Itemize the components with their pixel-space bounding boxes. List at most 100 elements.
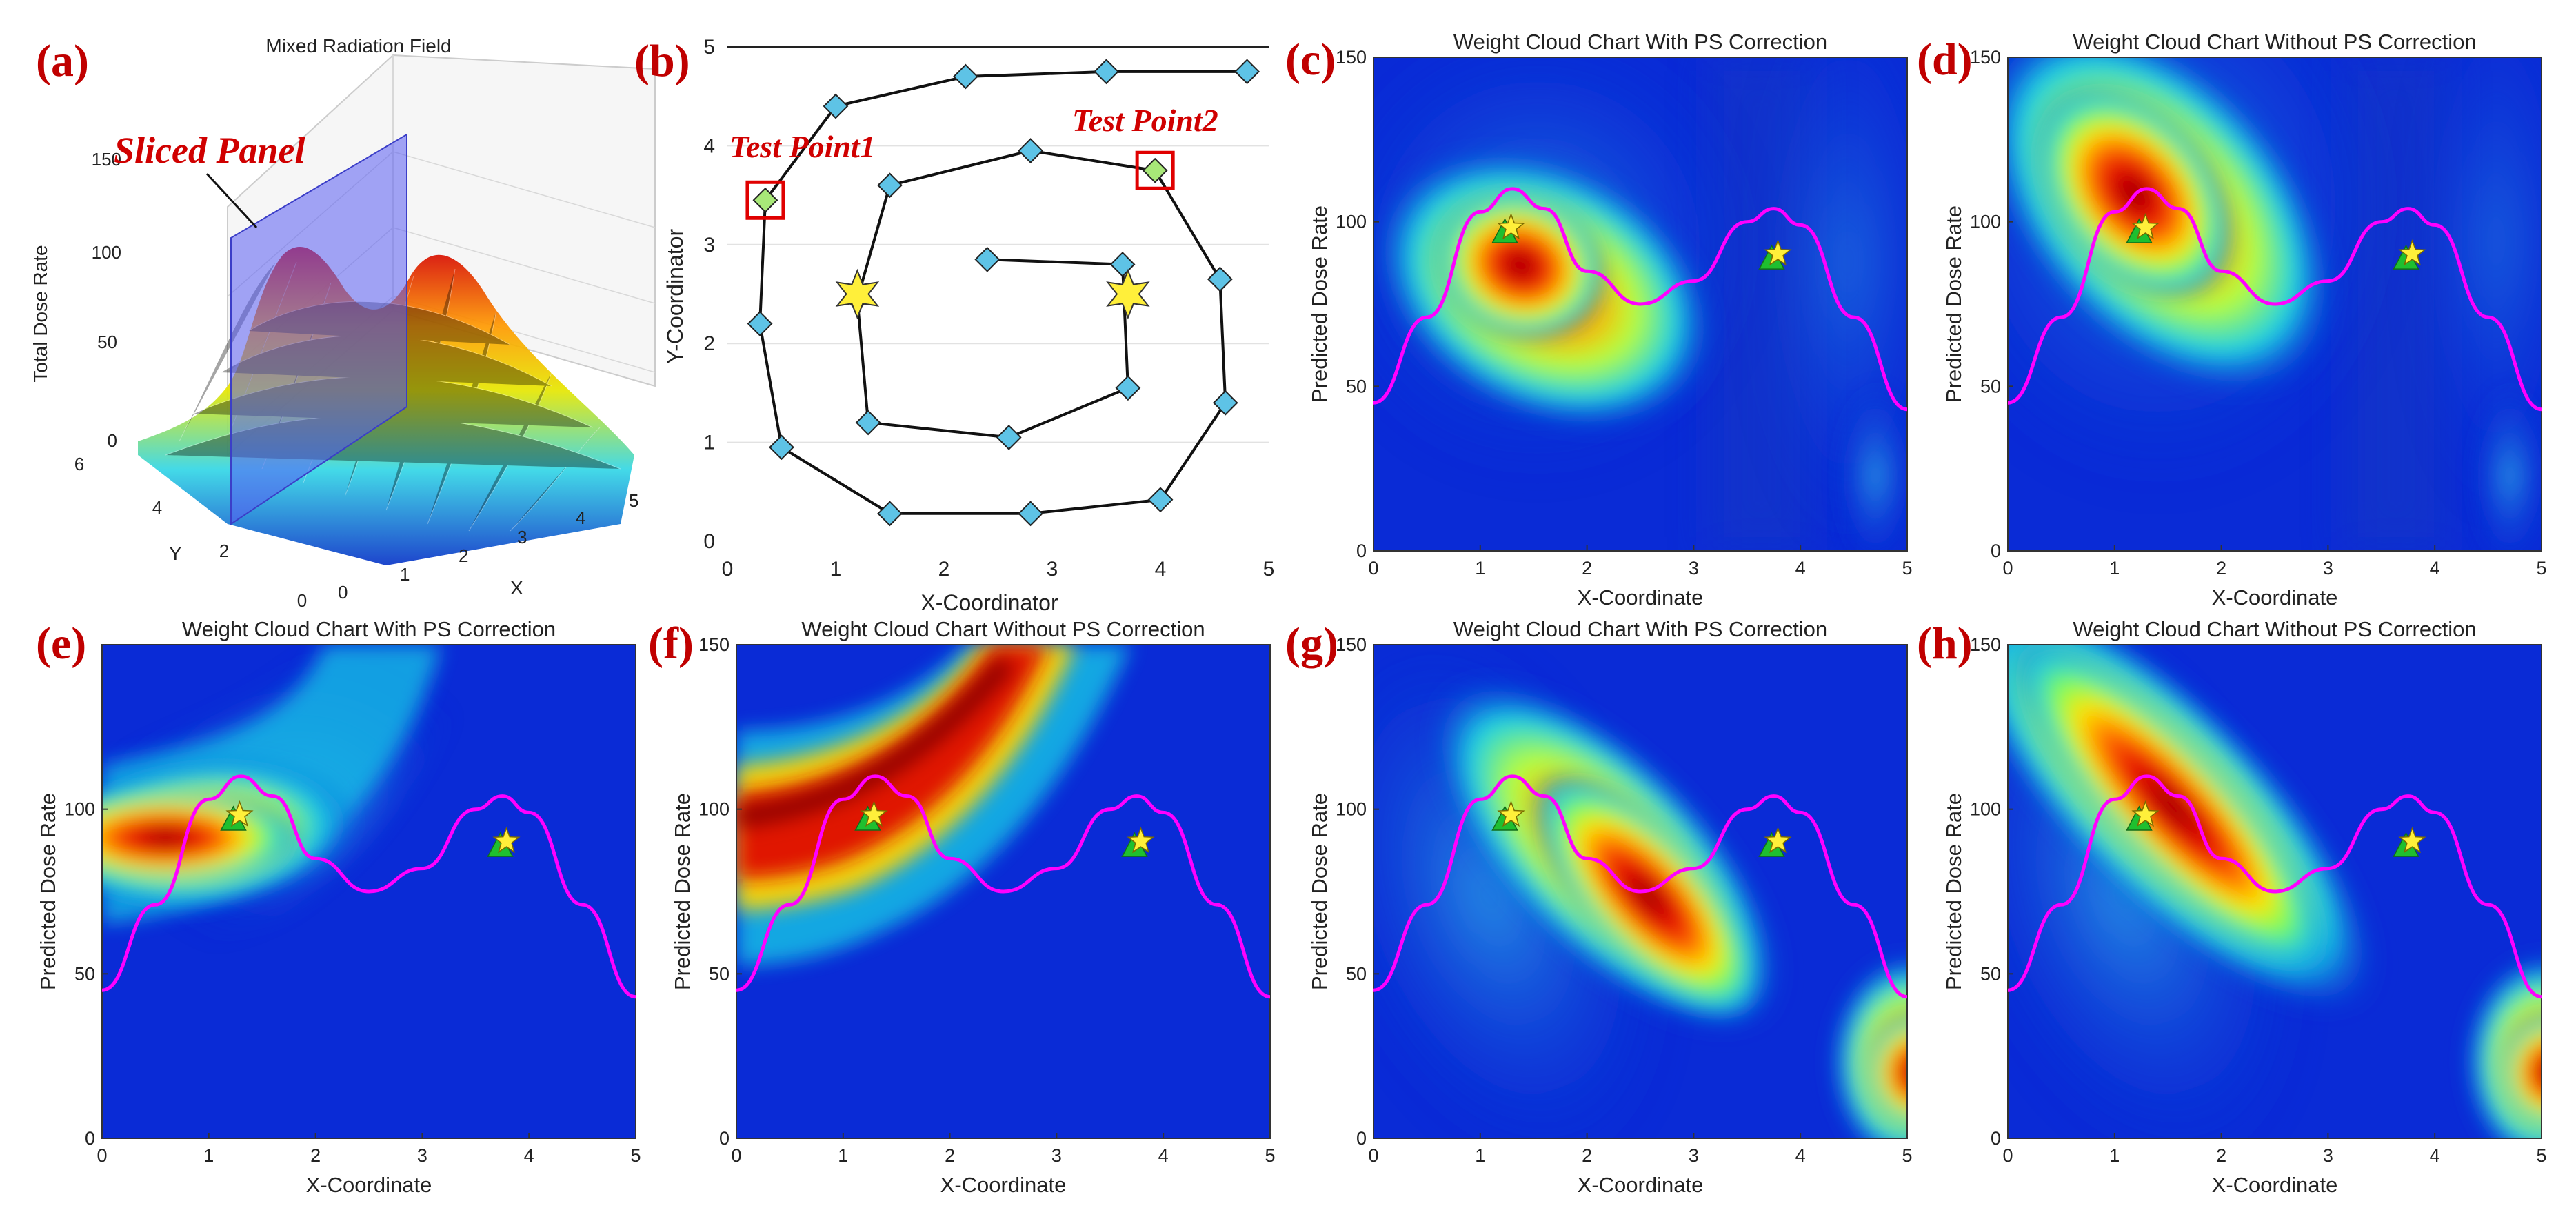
measurement-point <box>1212 390 1238 416</box>
y-tick: 4 <box>152 497 162 518</box>
true-source-star <box>1764 239 1792 266</box>
x-tick: 2 <box>2216 558 2226 578</box>
measurement-point <box>952 63 978 90</box>
x-axis-label: X-Coordinate <box>1578 1173 1704 1197</box>
x-tick: 2 <box>310 1145 321 1166</box>
measurement-point <box>996 425 1022 450</box>
measurement-point <box>877 172 903 199</box>
chart-title: Weight Cloud Chart With PS Correction <box>1453 30 1827 54</box>
x-tick: 4 <box>2430 558 2440 578</box>
y-tick: 2 <box>219 541 229 561</box>
x-tick: 0 <box>338 582 348 603</box>
plot-frame <box>736 644 1271 1139</box>
b-grid <box>727 46 1269 443</box>
y-axis: 0 2 4 6 <box>74 454 307 611</box>
measurement-point <box>1142 157 1168 183</box>
y-tick: 100 <box>1336 212 1367 232</box>
true-source-star <box>2398 827 2426 854</box>
x-tick: 0 <box>722 558 734 581</box>
y-tick: 0 <box>1356 1128 1367 1149</box>
y-tick: 150 <box>1970 634 2001 655</box>
x-tick: 3 <box>1047 558 1058 581</box>
b-measurement-points <box>745 59 1260 527</box>
measurement-point <box>1018 501 1044 527</box>
x-tick: 3 <box>2323 1145 2333 1166</box>
x-tick: 4 <box>2430 1145 2440 1166</box>
weight-cloud <box>2008 57 2542 551</box>
radiation-source-star <box>1106 268 1150 320</box>
plot-frame <box>101 644 636 1139</box>
y-axis-label: Predicted Dose Rate <box>1942 793 1966 990</box>
y-axis-label: Y-Coordinator <box>663 229 687 365</box>
plot-frame <box>2007 644 2542 1139</box>
x-tick: 3 <box>1689 558 1699 578</box>
y-tick: 2 <box>703 332 715 355</box>
x-tick: 4 <box>1158 1145 1169 1166</box>
y-tick: 5 <box>703 36 715 59</box>
x-tick: 1 <box>838 1145 848 1166</box>
x-tick: 1 <box>400 564 410 585</box>
true-dose-curve <box>1373 774 1908 999</box>
chart-title: Weight Cloud Chart Without PS Correction <box>2073 30 2476 54</box>
x-tick: 3 <box>2323 558 2333 578</box>
x-tick: 0 <box>1368 1145 1378 1166</box>
x-tick: 4 <box>1795 558 1806 578</box>
panel-h: (h) <box>1917 618 2542 1138</box>
x-tick: 0 <box>731 1145 741 1166</box>
x-axis-label: X-Coordinate <box>940 1173 1067 1197</box>
x-tick: 2 <box>938 558 950 581</box>
z-tick: 0 <box>108 430 117 451</box>
y-tick: 1 <box>703 432 715 454</box>
plot-frame <box>2007 57 2542 552</box>
panel-e-overlay: Weight Cloud Chart With PS Correction X-… <box>36 617 641 1197</box>
weight-cloud <box>2008 645 2542 1138</box>
measurement-point <box>877 501 903 527</box>
panel-c-overlay: Weight Cloud Chart With PS Correction X-… <box>1307 30 1913 610</box>
x-tick: 2 <box>1582 1145 1592 1166</box>
y-tick: 0 <box>85 1128 95 1149</box>
x-tick: 4 <box>1155 558 1167 581</box>
measurement-point <box>1018 138 1044 163</box>
x-tick: 1 <box>1475 558 1485 578</box>
y-tick: 50 <box>74 963 95 984</box>
x-tick: 5 <box>1265 1145 1275 1166</box>
y-tick: 50 <box>1346 376 1367 396</box>
x-tick: 3 <box>517 527 527 547</box>
true-source-star <box>1764 827 1792 854</box>
panel-d-overlay: Weight Cloud Chart Without PS Correction… <box>1942 30 2547 610</box>
x-tick: 5 <box>629 490 638 511</box>
y-tick: 50 <box>709 963 729 984</box>
y-tick: 50 <box>1980 376 2001 396</box>
panel-f: (f) <box>648 618 1270 1138</box>
panel-b: (b) 0 1 2 3 4 5 0 1 2 3 4 5 X-Coordinato… <box>634 36 1274 615</box>
measurement-point <box>752 187 778 213</box>
chart-title: Weight Cloud Chart With PS Correction <box>182 617 556 641</box>
true-dose-curve <box>2007 187 2542 412</box>
x-axis-label: X-Coordinate <box>2212 585 2338 610</box>
x-tick: 1 <box>2109 1145 2120 1166</box>
y-axis-label: Predicted Dose Rate <box>1307 793 1331 990</box>
chart-title: Weight Cloud Chart Without PS Correction <box>2073 617 2476 641</box>
measurement-point <box>747 311 773 336</box>
x-tick: 0 <box>97 1145 107 1166</box>
x-tick: 5 <box>2536 558 2546 578</box>
x-tick: 4 <box>576 507 585 528</box>
y-tick: 100 <box>1970 799 2001 820</box>
panel-f-overlay: Weight Cloud Chart Without PS Correction… <box>670 617 1276 1197</box>
measurement-point <box>1147 487 1174 513</box>
true-source-star <box>1497 212 1525 240</box>
measurement-point <box>1207 266 1233 292</box>
x-tick: 1 <box>2109 558 2120 578</box>
measurement-point <box>769 434 794 461</box>
x-tick: 5 <box>2536 1145 2546 1166</box>
panel-letter-b: (b) <box>634 36 690 86</box>
true-source-star <box>225 800 254 827</box>
panel-c: (c) <box>1285 34 1907 551</box>
sliced-panel-label: Sliced Panel <box>114 130 305 171</box>
panel-h-overlay: Weight Cloud Chart Without PS Correction… <box>1942 617 2547 1197</box>
true-source-star <box>1497 800 1525 827</box>
x-tick: 2 <box>945 1145 955 1166</box>
z-tick: 150 <box>92 149 121 170</box>
panel-a: (a) Mixed Radiation Field <box>30 35 656 611</box>
true-source-star <box>2398 239 2426 266</box>
